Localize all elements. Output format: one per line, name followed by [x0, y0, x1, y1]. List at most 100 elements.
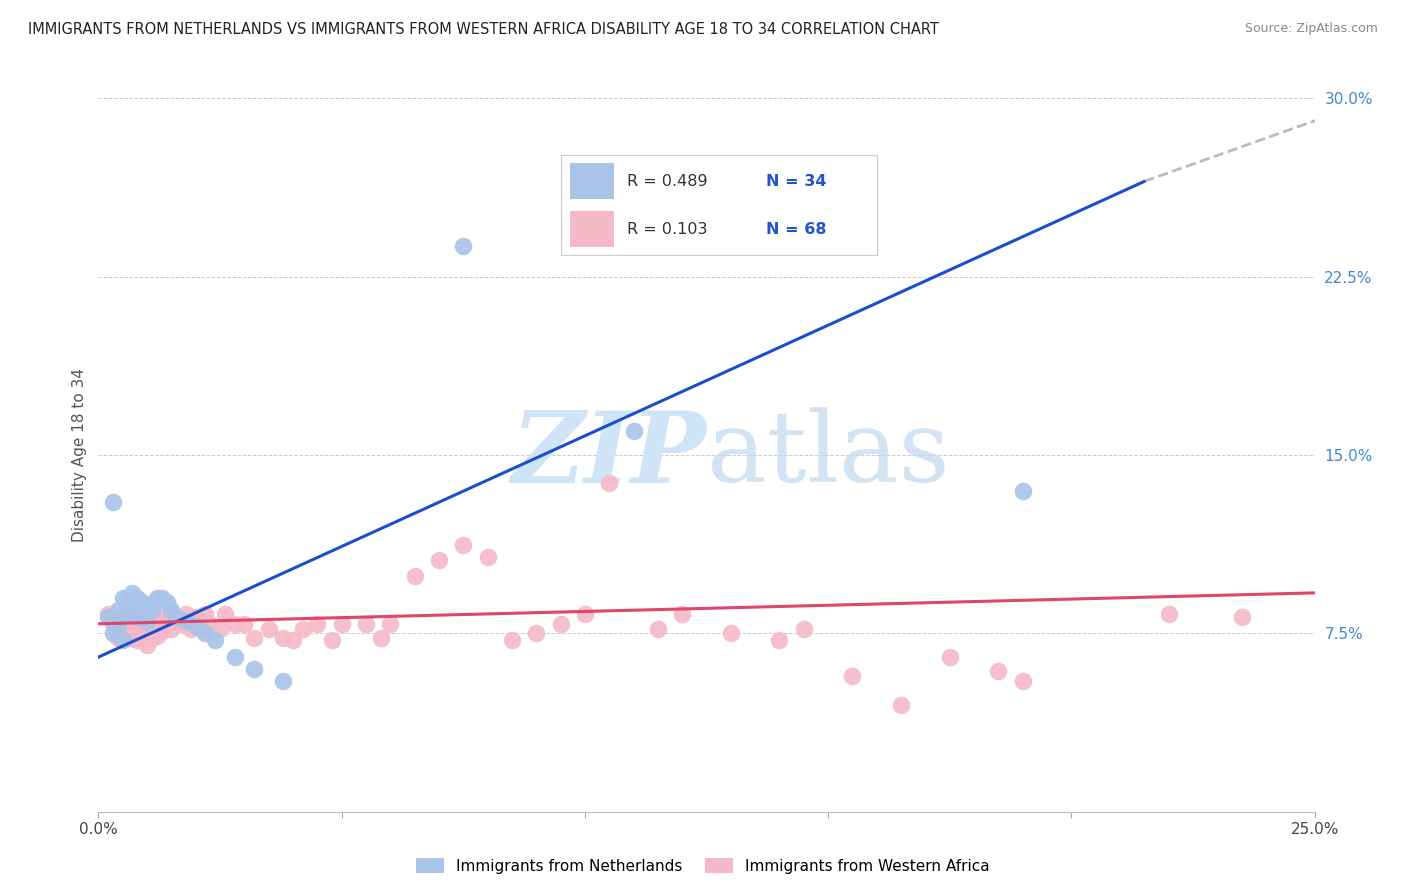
Point — [174, 615, 197, 629]
Point — [200, 616, 222, 631]
Point — [271, 673, 294, 688]
Point — [170, 616, 193, 631]
Text: R = 0.489: R = 0.489 — [627, 174, 707, 189]
Text: N = 34: N = 34 — [766, 174, 827, 189]
Point — [180, 622, 202, 636]
Point — [127, 616, 149, 631]
Point — [550, 616, 572, 631]
Point — [453, 238, 475, 252]
Point — [793, 622, 815, 636]
Point — [111, 591, 134, 605]
Text: atlas: atlas — [707, 407, 949, 503]
Point — [107, 602, 129, 616]
Point — [404, 569, 426, 583]
Point — [209, 622, 232, 636]
Point — [146, 629, 169, 643]
Point — [647, 622, 669, 636]
Point — [190, 622, 212, 636]
Text: R = 0.103: R = 0.103 — [627, 221, 707, 236]
Point — [121, 631, 143, 645]
Point — [194, 626, 217, 640]
Point — [224, 616, 246, 631]
Point — [354, 616, 377, 631]
Point — [524, 626, 547, 640]
Point — [131, 595, 153, 609]
Point — [307, 616, 329, 631]
Point — [165, 609, 187, 624]
Text: N = 68: N = 68 — [766, 221, 827, 236]
Point — [1230, 609, 1253, 624]
Point — [160, 602, 183, 616]
Point — [890, 698, 912, 712]
Text: Source: ZipAtlas.com: Source: ZipAtlas.com — [1244, 22, 1378, 36]
Point — [97, 609, 120, 624]
Point — [165, 609, 187, 624]
Point — [150, 591, 173, 605]
Point — [291, 622, 314, 636]
Point — [321, 633, 343, 648]
Point — [598, 476, 620, 491]
Point — [127, 609, 149, 624]
Point — [131, 609, 153, 624]
Point — [101, 615, 124, 629]
Point — [1157, 607, 1180, 622]
Point — [107, 619, 129, 633]
Point — [111, 633, 134, 648]
Point — [427, 552, 450, 566]
Point — [224, 650, 246, 665]
Point — [107, 622, 129, 636]
Point — [121, 586, 143, 600]
Point — [155, 595, 177, 609]
Point — [117, 607, 139, 622]
Bar — [569, 211, 614, 247]
Point — [174, 607, 197, 622]
Point — [271, 631, 294, 645]
Point — [330, 616, 353, 631]
Point — [160, 622, 183, 636]
Point — [243, 631, 266, 645]
Point — [136, 615, 159, 629]
Point — [141, 631, 163, 645]
Text: IMMIGRANTS FROM NETHERLANDS VS IMMIGRANTS FROM WESTERN AFRICA DISABILITY AGE 18 : IMMIGRANTS FROM NETHERLANDS VS IMMIGRANT… — [28, 22, 939, 37]
Point — [214, 607, 236, 622]
Point — [111, 619, 134, 633]
Point — [370, 631, 392, 645]
Point — [477, 550, 499, 565]
Text: ZIP: ZIP — [512, 407, 707, 503]
Y-axis label: Disability Age 18 to 34: Disability Age 18 to 34 — [72, 368, 87, 542]
Point — [111, 607, 134, 622]
Point — [281, 633, 304, 648]
Legend: Immigrants from Netherlands, Immigrants from Western Africa: Immigrants from Netherlands, Immigrants … — [411, 852, 995, 880]
Point — [146, 591, 169, 605]
Point — [204, 633, 226, 648]
Point — [184, 619, 207, 633]
Point — [720, 626, 742, 640]
Point — [127, 591, 149, 605]
Point — [127, 633, 149, 648]
Point — [987, 665, 1010, 679]
Bar — [569, 163, 614, 199]
Point — [1011, 673, 1033, 688]
Point — [101, 495, 124, 509]
Point — [136, 638, 159, 652]
Point — [184, 609, 207, 624]
Point — [257, 622, 280, 636]
Point — [141, 602, 163, 616]
Point — [194, 607, 217, 622]
Point — [150, 624, 173, 638]
Point — [160, 607, 183, 622]
Point — [136, 624, 159, 638]
Point — [155, 616, 177, 631]
Point — [101, 616, 124, 631]
Point — [146, 615, 169, 629]
Point — [623, 424, 645, 438]
Point — [150, 609, 173, 624]
Point — [841, 669, 863, 683]
Point — [136, 598, 159, 612]
Point — [117, 624, 139, 638]
Point — [131, 633, 153, 648]
Point — [939, 650, 962, 665]
Point — [671, 607, 693, 622]
Point — [768, 633, 790, 648]
Point — [243, 662, 266, 676]
